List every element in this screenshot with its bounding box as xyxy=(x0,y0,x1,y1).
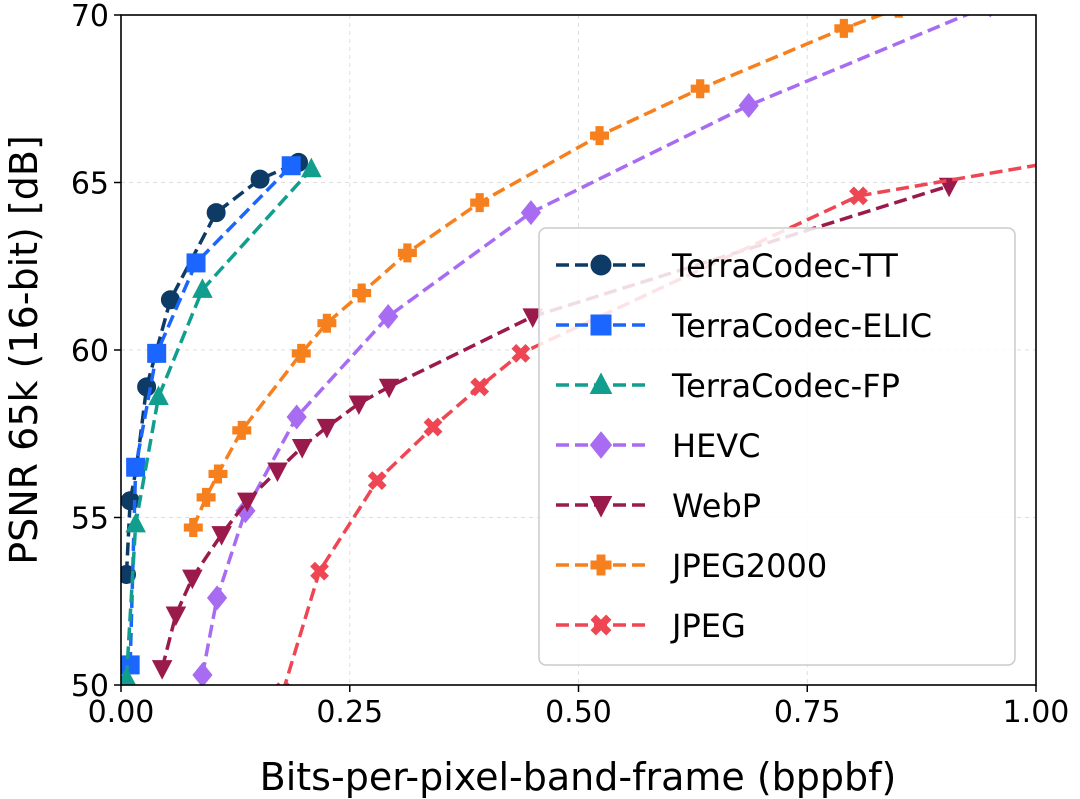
legend-label: WebP xyxy=(672,487,761,525)
data-point xyxy=(148,385,169,406)
series-webp xyxy=(151,177,960,680)
legend-entry: JPEG2000 xyxy=(556,547,827,585)
data-point xyxy=(165,606,187,627)
y-tick-label: 60 xyxy=(71,334,109,369)
y-tick-label: 70 xyxy=(71,0,109,34)
data-point xyxy=(348,395,370,416)
legend-label: HEVC xyxy=(672,427,761,465)
data-point xyxy=(738,92,759,118)
data-point xyxy=(151,660,173,680)
legend-label: JPEG xyxy=(670,607,746,645)
axis-ticks: 0.00 0.25 0.50 0.75 1.00 50 55 60 65 70 xyxy=(71,0,1070,730)
data-point xyxy=(310,561,329,581)
legend-label: JPEG2000 xyxy=(670,547,827,585)
data-point xyxy=(192,662,213,685)
data-point xyxy=(317,313,337,333)
y-axis-label: PSNR 65k (16-bit) [dB] xyxy=(2,135,46,565)
data-point xyxy=(211,526,232,546)
data-point xyxy=(182,569,203,590)
legend-label: TerraCodec-ELIC xyxy=(671,307,932,345)
legend: TerraCodec-TT TerraCodec-ELIC TerraCodec-F… xyxy=(538,227,1016,666)
legend-marker xyxy=(589,496,613,518)
x-tick-label: 1.00 xyxy=(1003,695,1070,730)
legend-label: TerraCodec-FP xyxy=(671,367,900,405)
data-point xyxy=(250,169,270,189)
data-point xyxy=(126,457,146,477)
data-point xyxy=(423,417,443,437)
y-tick-label: 65 xyxy=(71,167,109,202)
data-point xyxy=(208,464,228,484)
legend-entry: TerraCodec-ELIC xyxy=(556,307,932,345)
legend-marker xyxy=(589,372,613,394)
series-line xyxy=(124,167,313,679)
data-point xyxy=(397,243,417,263)
data-point xyxy=(281,156,301,176)
data-point xyxy=(511,343,531,363)
data-point xyxy=(206,585,228,611)
data-point xyxy=(849,186,868,206)
legend-marker xyxy=(590,614,612,636)
data-point xyxy=(186,253,206,273)
series-terracodec-elic xyxy=(121,156,301,675)
data-point xyxy=(121,655,140,675)
legend-marker xyxy=(589,431,613,459)
series-jpeg xyxy=(275,163,1036,685)
data-point xyxy=(236,492,258,513)
data-point xyxy=(125,512,146,533)
legend-entry: JPEG xyxy=(556,607,746,645)
data-point xyxy=(470,193,490,213)
data-point xyxy=(522,308,544,328)
data-point xyxy=(590,126,610,146)
x-axis-label: Bits-per-pixel-band-frame (bppbf) xyxy=(260,755,897,799)
legend-label: TerraCodec-TT xyxy=(671,247,898,285)
data-point xyxy=(183,518,203,538)
series-line xyxy=(200,15,971,676)
y-tick-label: 50 xyxy=(71,669,109,704)
data-point xyxy=(378,378,400,399)
data-point xyxy=(291,343,311,363)
data-point xyxy=(232,420,252,440)
legend-entry: HEVC xyxy=(556,427,761,465)
data-point xyxy=(352,283,372,303)
data-point xyxy=(316,418,338,439)
data-point xyxy=(520,200,542,226)
legend-marker xyxy=(590,254,612,276)
x-tick-label: 0.00 xyxy=(88,695,155,730)
data-point xyxy=(286,404,307,430)
data-point xyxy=(206,203,226,223)
legend-box xyxy=(538,227,1016,666)
x-tick-label: 0.75 xyxy=(774,695,841,730)
data-point xyxy=(470,377,490,397)
data-point xyxy=(301,157,322,178)
series-jpeg2000 xyxy=(183,15,903,538)
legend-entry: TerraCodec-TT xyxy=(556,247,898,285)
x-tick-label: 0.25 xyxy=(316,695,383,730)
series-line xyxy=(283,163,1036,685)
data-point xyxy=(147,343,167,363)
series-hevc xyxy=(192,15,993,685)
data-point xyxy=(267,462,288,483)
data-point xyxy=(690,79,710,99)
legend-entry: TerraCodec-FP xyxy=(556,367,900,405)
series-layer xyxy=(121,15,1036,685)
y-tick-label: 55 xyxy=(71,502,109,537)
data-point xyxy=(378,304,399,329)
series-terracodec-fp xyxy=(121,157,322,685)
legend-marker xyxy=(590,554,612,576)
data-point xyxy=(834,18,854,38)
data-point xyxy=(367,471,387,491)
data-point xyxy=(196,487,216,507)
data-point xyxy=(291,439,313,459)
legend-marker xyxy=(590,314,612,336)
data-point xyxy=(192,278,213,298)
legend-entry: WebP xyxy=(556,487,761,525)
x-tick-label: 0.50 xyxy=(545,695,612,730)
